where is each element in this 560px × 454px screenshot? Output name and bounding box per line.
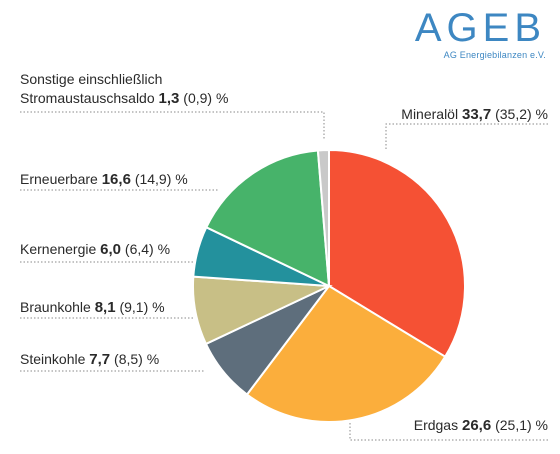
- previous-erdgas: (25,1): [495, 417, 532, 433]
- logo-wordmark: AGEB: [414, 6, 546, 50]
- label-braunkohle-name: Braunkohle: [20, 299, 91, 315]
- value-mineraloel: 33,7: [461, 106, 492, 123]
- pie-slices: [191, 148, 466, 423]
- value-kernenergie: 6,0: [100, 241, 122, 258]
- unit-kernenergie: %: [157, 241, 171, 257]
- label-erdgas-name: Erdgas: [413, 417, 459, 433]
- label-sonstige-line2: Stromaustauschsaldo: [20, 90, 155, 106]
- pie-slice-erdgas: [245, 284, 447, 423]
- unit-erneuerbare: %: [175, 171, 188, 187]
- unit-steinkohle: %: [146, 351, 160, 367]
- unit-erdgas: %: [535, 417, 548, 433]
- value-erdgas: 26,6: [461, 417, 492, 434]
- label-sonstige-line1: Sonstige einschließlich: [20, 71, 163, 87]
- ageb-logo: AGEB AG Energiebilanzen e.V.: [415, 8, 546, 60]
- leader-line-sonstige: [20, 111, 325, 140]
- label-erdgas: Erdgas 26,6 (25,1) %: [414, 416, 548, 435]
- label-mineraloel-name: Mineralöl: [401, 106, 459, 122]
- label-mineraloel: Mineralöl 33,7 (35,2) %: [401, 105, 548, 124]
- pie-slice-mineraloel: [328, 148, 466, 359]
- logo-subtitle: AG Energiebilanzen e.V.: [443, 50, 546, 60]
- previous-kernenergie: (6,4): [124, 241, 154, 257]
- value-sonstige: 1,3: [158, 90, 180, 107]
- pie-slice-erneuerbare: [204, 149, 331, 288]
- leader-line-mineraloel: [385, 123, 548, 150]
- value-erneuerbare: 16,6: [101, 171, 131, 188]
- previous-erneuerbare: (14,9): [134, 171, 172, 187]
- label-steinkohle: Steinkohle 7,7 (8,5) %: [20, 350, 159, 369]
- unit-braunkohle: %: [152, 299, 165, 315]
- label-kernenergie: Kernenergie 6,0 (6,4) %: [20, 240, 170, 259]
- previous-mineraloel: (35,2): [495, 106, 532, 122]
- value-steinkohle: 7,7: [89, 351, 111, 368]
- label-erneuerbare-name: Erneuerbare: [20, 171, 98, 187]
- previous-steinkohle: (8,5): [114, 351, 143, 367]
- unit-sonstige: %: [215, 90, 229, 106]
- label-erneuerbare: Erneuerbare 16,6 (14,9) %: [20, 170, 188, 189]
- leader-line-erdgas: [349, 416, 548, 441]
- label-kernenergie-name: Kernenergie: [20, 241, 97, 257]
- previous-sonstige: (0,9): [183, 90, 213, 106]
- leader-lines: [20, 111, 548, 441]
- label-braunkohle: Braunkohle 8,1 (9,1) %: [20, 298, 165, 317]
- pie-slice-sonstige: [316, 148, 330, 287]
- value-braunkohle: 8,1: [94, 299, 116, 316]
- label-sonstige: Sonstige einschließlich Stromaustauschsa…: [20, 70, 228, 108]
- unit-mineraloel: %: [535, 106, 548, 122]
- previous-braunkohle: (9,1): [119, 299, 149, 315]
- label-steinkohle-name: Steinkohle: [20, 351, 86, 367]
